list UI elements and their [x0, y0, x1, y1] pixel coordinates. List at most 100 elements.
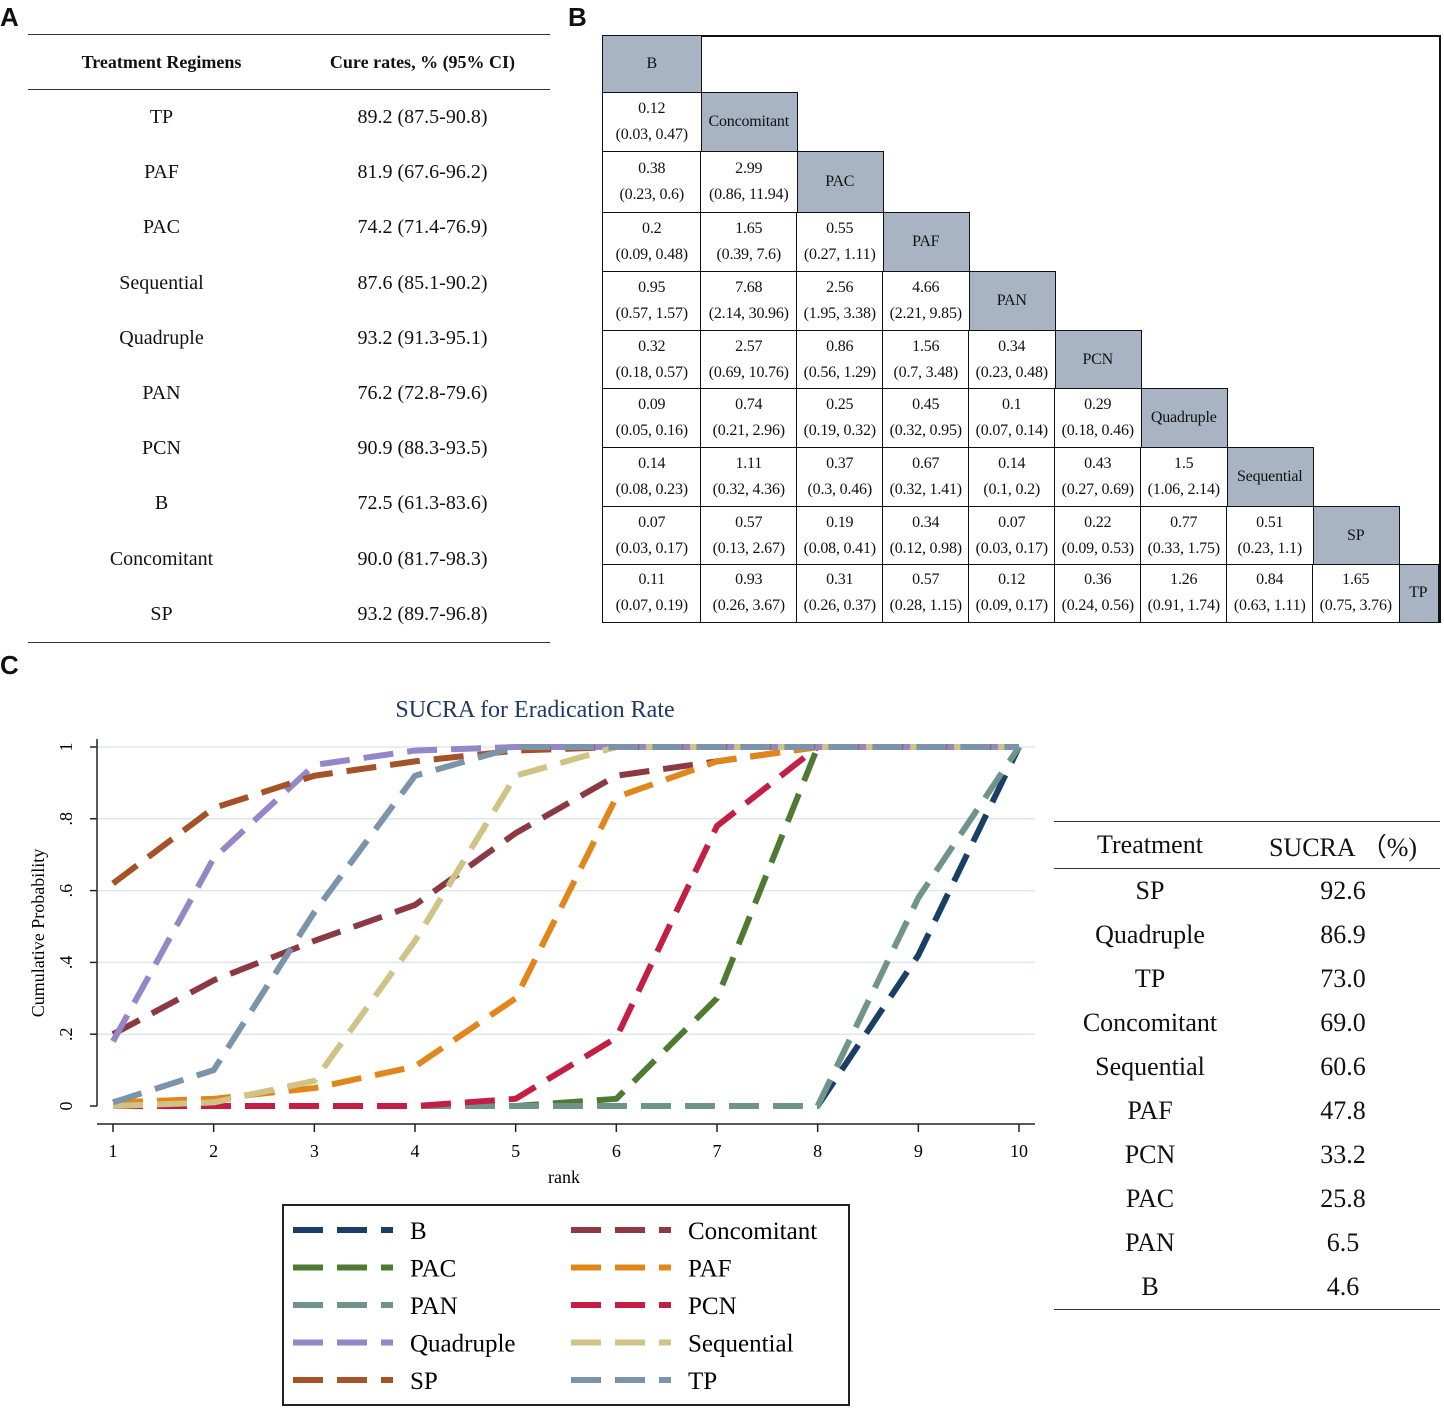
league-cell: 0.34 (0.12, 0.98) — [882, 506, 970, 566]
header-cure-rates: Cure rates, % (95% CI) — [295, 34, 550, 90]
league-ci: (0.56, 1.29) — [803, 363, 876, 381]
league-cell: 0.95 (0.57, 1.57) — [602, 271, 702, 332]
table-row: SP 92.6 — [1054, 869, 1440, 914]
league-cell: 0.32 (0.18, 0.57) — [602, 330, 702, 390]
table-row: B 4.6 — [1054, 1265, 1440, 1310]
league-estimate: 0.38 — [638, 160, 666, 178]
league-ci: (2.14, 30.96) — [708, 305, 789, 323]
league-cell: 0.55 (0.27, 1.11) — [796, 212, 884, 273]
league-ci: (0.69, 10.76) — [708, 363, 789, 381]
x-tick-label: 2 — [209, 1141, 218, 1161]
league-cell: 0.43 (0.27, 0.69) — [1054, 447, 1142, 508]
league-estimate: 0.74 — [735, 396, 763, 414]
league-ci: (0.27, 1.11) — [803, 246, 876, 264]
cure-rates-table-panel: Treatment Regimens Cure rates, % (95% CI… — [28, 34, 550, 643]
legend-label: Sequential — [688, 1331, 794, 1358]
league-ci: (0.32, 0.95) — [889, 422, 962, 440]
legend-label: TP — [688, 1368, 717, 1395]
league-ci: (0.03, 0.47) — [615, 126, 688, 144]
league-cell: 1.5 (1.06, 2.14) — [1140, 447, 1228, 508]
regimen-name: TP — [149, 106, 174, 129]
y-tick-label: .6 — [56, 884, 76, 898]
y-tick-label: .4 — [56, 956, 76, 970]
regimen-name: PAN — [142, 382, 181, 405]
league-cell: 0.45 (0.32, 0.95) — [882, 388, 970, 449]
x-tick-label: 7 — [713, 1141, 722, 1161]
league-cell: 0.14 (0.1, 0.2) — [968, 447, 1056, 508]
league-estimate: 0.07 — [638, 513, 666, 531]
league-ci: (0.05, 0.16) — [615, 422, 688, 440]
cure-rate-value: 74.2 (71.4-76.9) — [357, 216, 488, 239]
legend-label: Quadruple — [410, 1331, 516, 1358]
sucra-treatment: B — [1054, 1265, 1246, 1310]
league-cell: 0.14 (0.08, 0.23) — [602, 447, 702, 508]
league-estimate: 0.31 — [826, 571, 854, 589]
series-line-pac — [113, 744, 1019, 1109]
league-cell: 0.57 (0.13, 2.67) — [700, 506, 798, 566]
league-ci: (0.24, 0.56) — [1061, 597, 1134, 615]
legend-label: PAC — [410, 1256, 456, 1283]
league-estimate: 0.22 — [1084, 513, 1112, 531]
league-ci: (0.07, 0.19) — [615, 597, 688, 615]
league-estimate: 0.45 — [912, 396, 940, 414]
series-line-pan — [113, 745, 1022, 1109]
league-ci: (0.26, 3.67) — [712, 597, 785, 615]
league-estimate: 0.43 — [1084, 455, 1112, 473]
table-row: PAN 76.2 (72.8-79.6) — [28, 366, 550, 421]
x-tick-label: 3 — [310, 1141, 319, 1161]
league-estimate: 1.65 — [1342, 571, 1370, 589]
league-estimate: 0.2 — [642, 220, 662, 238]
sucra-header-row: Treatment SUCRA （%) — [1054, 821, 1440, 869]
league-estimate: 0.95 — [638, 279, 666, 297]
x-tick-label: 6 — [612, 1141, 621, 1161]
legend-label: SP — [410, 1368, 438, 1395]
sucra-chart: SUCRA for Eradication Rate 0 .2 .4 .6 .8 1 1 2 3 4… — [28, 697, 1035, 1406]
league-estimate: 7.68 — [735, 279, 763, 297]
y-axis-title: Cumulative Probability — [28, 849, 48, 1018]
header-treatment: Treatment — [1054, 821, 1246, 869]
sucra-value: 25.8 — [1320, 1184, 1366, 1213]
sucra-treatment: PAC — [1125, 1184, 1175, 1213]
table-row: SP 93.2 (89.7-96.8) — [28, 586, 550, 643]
league-cell: 0.11 (0.07, 0.19) — [602, 564, 702, 623]
sucra-value: 92.6 — [1320, 876, 1366, 905]
cure-rate-value: 93.2 (91.3-95.1) — [357, 326, 488, 349]
league-cell: 1.26 (0.91, 1.74) — [1140, 564, 1228, 623]
league-diagonal-cell: Quadruple — [1140, 388, 1228, 449]
league-estimate: 0.34 — [998, 337, 1026, 355]
league-ci: (0.08, 0.23) — [615, 481, 688, 499]
league-diagonal-cell: B — [602, 35, 702, 94]
league-ci: (0.21, 2.96) — [712, 422, 785, 440]
league-estimate: 0.14 — [638, 455, 666, 473]
sucra-value: 73.0 — [1320, 964, 1366, 993]
series-line-sequential — [112, 744, 1019, 1109]
y-tick-label: 1 — [56, 743, 76, 752]
table-row: TP 89.2 (87.5-90.8) — [28, 90, 550, 146]
cure-rates-table: Treatment Regimens Cure rates, % (95% CI… — [28, 34, 550, 643]
sucra-treatment: PCN — [1124, 1140, 1176, 1169]
sucra-treatment: PAF — [1127, 1096, 1173, 1125]
league-diagonal-cell: Sequential — [1226, 447, 1314, 508]
league-estimate: 4.66 — [912, 279, 940, 297]
cure-rates-header-row: Treatment Regimens Cure rates, % (95% CI… — [28, 34, 550, 90]
league-cell: 0.07 (0.03, 0.17) — [602, 506, 702, 566]
table-row: TP 73.0 — [1054, 957, 1440, 1001]
sucra-value: 69.0 — [1320, 1008, 1366, 1037]
league-estimate: 1.11 — [735, 455, 763, 473]
league-estimate: 0.1 — [1002, 396, 1022, 414]
league-estimate: 0.51 — [1256, 513, 1284, 531]
league-ci: (0.18, 0.46) — [1061, 422, 1134, 440]
table-row: Quadruple 86.9 — [1054, 913, 1440, 957]
league-ci: (0.63, 1.11) — [1233, 597, 1306, 615]
league-cell: 0.51 (0.23, 1.1) — [1226, 506, 1314, 566]
league-cell: 7.68 (2.14, 30.96) — [700, 271, 798, 332]
panel-label-c: C — [0, 650, 19, 680]
league-cell: 0.37 (0.3, 0.46) — [796, 447, 884, 508]
header-sucra: SUCRA （%) — [1246, 821, 1440, 869]
legend-label: PCN — [688, 1293, 737, 1320]
league-diagonal-cell: SP — [1312, 506, 1400, 566]
sucra-treatment: PAN — [1125, 1228, 1175, 1257]
league-diagonal-cell: TP — [1398, 564, 1439, 623]
league-ci: (0.32, 1.41) — [889, 481, 962, 499]
league-ci: (0.09, 0.48) — [615, 246, 688, 264]
